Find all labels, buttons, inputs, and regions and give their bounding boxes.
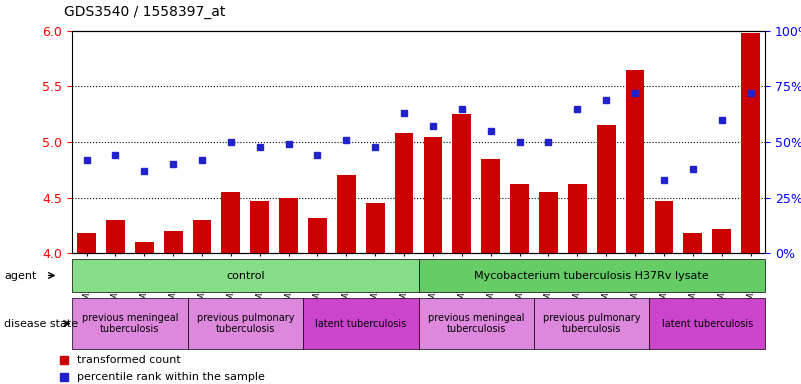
Bar (418, 298, 534, 349)
Bar (534, 298, 650, 349)
Text: previous pulmonary
tuberculosis: previous pulmonary tuberculosis (196, 313, 294, 334)
Text: transformed count: transformed count (77, 356, 181, 366)
Bar (481, 159, 500, 253)
Bar (418, 259, 765, 292)
Bar (683, 233, 702, 253)
Text: latent tuberculosis: latent tuberculosis (662, 318, 753, 329)
Bar (597, 125, 615, 253)
Bar (135, 242, 154, 253)
Bar (654, 201, 674, 253)
Bar (192, 220, 211, 253)
Bar (366, 204, 384, 253)
Bar (72, 259, 419, 292)
Bar (741, 33, 760, 253)
Text: Mycobacterium tuberculosis H37Rv lysate: Mycobacterium tuberculosis H37Rv lysate (474, 270, 709, 281)
Text: agent: agent (4, 270, 36, 281)
Bar (650, 298, 765, 349)
Text: GDS3540 / 1558397_at: GDS3540 / 1558397_at (64, 5, 225, 19)
Bar (626, 70, 645, 253)
Text: control: control (226, 270, 264, 281)
Bar (106, 220, 125, 253)
Text: previous pulmonary
tuberculosis: previous pulmonary tuberculosis (543, 313, 641, 334)
Bar (539, 192, 557, 253)
Bar (251, 201, 269, 253)
Bar (510, 184, 529, 253)
Bar (337, 175, 356, 253)
Text: disease state: disease state (4, 318, 78, 329)
Bar (303, 298, 418, 349)
Text: previous meningeal
tuberculosis: previous meningeal tuberculosis (428, 313, 525, 334)
Bar (712, 229, 731, 253)
Text: latent tuberculosis: latent tuberculosis (315, 318, 406, 329)
Bar (308, 218, 327, 253)
Bar (187, 298, 303, 349)
Bar (163, 231, 183, 253)
Bar (77, 233, 96, 253)
Bar (568, 184, 586, 253)
Bar (453, 114, 471, 253)
Text: previous meningeal
tuberculosis: previous meningeal tuberculosis (82, 313, 178, 334)
Bar (72, 298, 187, 349)
Bar (424, 136, 442, 253)
Text: percentile rank within the sample: percentile rank within the sample (77, 372, 265, 382)
Bar (280, 198, 298, 253)
Bar (395, 133, 413, 253)
Bar (222, 192, 240, 253)
